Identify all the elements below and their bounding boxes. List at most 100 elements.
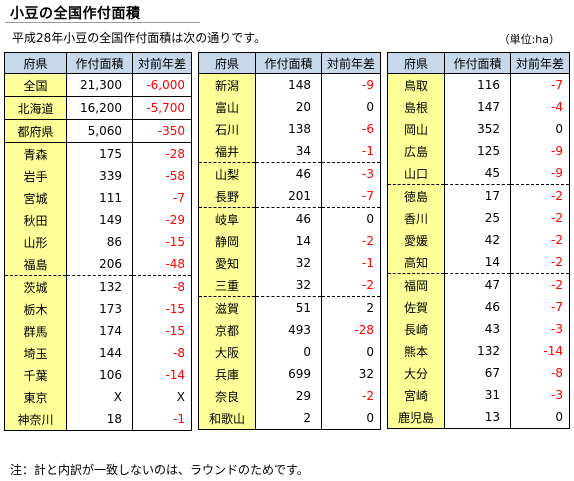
area-cell: 201 (255, 185, 322, 208)
change-cell: -2 (321, 274, 381, 297)
prefecture-cell: 徳島 (387, 184, 445, 207)
table-row: 香川 25 -2 (387, 207, 570, 229)
table-row: 高知 14 -2 (387, 251, 570, 274)
area-cell: 32 (255, 252, 322, 274)
area-cell: 14 (444, 251, 511, 274)
prefecture-cell: 千葉 (4, 364, 67, 386)
prefecture-cell: 兵庫 (198, 363, 256, 385)
table-row: 北海道 16,200 -5,700 (4, 96, 192, 120)
column-header-diff: 対前年差 (510, 52, 570, 74)
prefecture-cell: 都府県 (4, 119, 67, 143)
area-cell: 174 (66, 320, 133, 342)
prefecture-cell: 青森 (4, 142, 67, 165)
table-panel-right: 府県 作付面積 対前年差 鳥取 116 -7 島根 147 -4 岡山 352 0 広島 125 -9… (387, 52, 570, 429)
change-cell: -9 (510, 140, 570, 162)
prefecture-cell: 岩手 (4, 165, 67, 187)
change-cell: -3 (510, 318, 570, 340)
table-row: 熊本 132 -14 (387, 340, 570, 362)
area-cell: 2 (255, 407, 322, 430)
change-cell: -9 (321, 73, 381, 96)
table-row: 福島 206 -48 (4, 253, 192, 276)
prefecture-cell: 山梨 (198, 162, 256, 185)
change-cell: -8 (132, 342, 192, 364)
table-row: 大分 67 -8 (387, 362, 570, 384)
change-cell: -14 (510, 340, 570, 362)
area-cell: 29 (255, 385, 322, 407)
change-cell: -2 (510, 229, 570, 251)
area-cell: 147 (444, 96, 511, 118)
column-header-area: 作付面積 (255, 52, 322, 74)
change-cell: -3 (321, 162, 381, 185)
prefecture-cell: 福井 (198, 140, 256, 163)
area-cell: 352 (444, 118, 511, 140)
table-row: 広島 125 -9 (387, 140, 570, 162)
change-cell: -7 (321, 185, 381, 208)
column-header-diff: 対前年差 (321, 52, 381, 74)
area-cell: 138 (255, 118, 322, 140)
area-cell: 5,060 (66, 119, 133, 143)
table-row: 群馬 174 -15 (4, 320, 192, 342)
table-row: 山梨 46 -3 (198, 162, 381, 185)
change-cell: -29 (132, 209, 192, 231)
change-cell: -14 (132, 364, 192, 386)
change-cell: 0 (510, 406, 570, 429)
column-header-pref: 府県 (198, 52, 256, 74)
prefecture-cell: 埼玉 (4, 342, 67, 364)
table-row: 徳島 17 -2 (387, 184, 570, 207)
area-cell: 125 (444, 140, 511, 162)
area-cell: 144 (66, 342, 133, 364)
area-cell: 106 (66, 364, 133, 386)
table-row: 長野 201 -7 (198, 185, 381, 208)
prefecture-cell: 静岡 (198, 230, 256, 252)
intro-text: 平成28年小豆の全国作付面積は次の通りです。 (12, 31, 267, 45)
table-row: 都府県 5,060 -350 (4, 119, 192, 143)
prefecture-cell: 岡山 (387, 118, 445, 140)
prefecture-cell: 奈良 (198, 385, 256, 407)
table-row: 宮城 111 -7 (4, 187, 192, 209)
prefecture-cell: 京都 (198, 319, 256, 341)
area-cell: 17 (444, 184, 511, 207)
table-row: 秋田 149 -29 (4, 209, 192, 231)
page-title: 小豆の全国作付面積 (10, 6, 141, 22)
prefecture-cell: 愛知 (198, 252, 256, 274)
table-row: 福岡 47 -2 (387, 273, 570, 296)
prefecture-cell: 高知 (387, 251, 445, 274)
change-cell: -15 (132, 231, 192, 253)
table-row: 鹿児島 13 0 (387, 406, 570, 429)
area-cell: 46 (255, 162, 322, 185)
prefecture-cell: 大阪 (198, 341, 256, 363)
change-cell: -28 (132, 142, 192, 165)
area-cell: 32 (255, 274, 322, 297)
change-cell: -7 (132, 187, 192, 209)
change-cell: 0 (321, 341, 381, 363)
area-cell: 42 (444, 229, 511, 251)
table-row: 長崎 43 -3 (387, 318, 570, 340)
change-cell: -28 (321, 319, 381, 341)
change-cell: -2 (510, 184, 570, 207)
prefecture-cell: 滋賀 (198, 296, 256, 319)
area-cell: 111 (66, 187, 133, 209)
table-panel-middle: 府県 作付面積 対前年差 新潟 148 -9 富山 20 0 石川 138 -6 福井 34 -1 山梨… (198, 52, 381, 430)
table-row: 鳥取 116 -7 (387, 73, 570, 96)
table-row: 全国 21,300 -6,000 (4, 73, 192, 97)
area-cell: 493 (255, 319, 322, 341)
table-row: 佐賀 46 -7 (387, 296, 570, 318)
prefecture-cell: 佐賀 (387, 296, 445, 318)
change-cell: 0 (321, 407, 381, 430)
table-row: 静岡 14 -2 (198, 230, 381, 252)
prefecture-cell: 富山 (198, 96, 256, 118)
change-cell: -6,000 (132, 73, 192, 97)
prefecture-cell: 広島 (387, 140, 445, 162)
prefecture-cell: 石川 (198, 118, 256, 140)
prefecture-cell: 長野 (198, 185, 256, 208)
prefecture-cell: 宮城 (4, 187, 67, 209)
change-cell: -15 (132, 320, 192, 342)
prefecture-cell: 山口 (387, 162, 445, 185)
area-cell: 132 (444, 340, 511, 362)
area-cell: 132 (66, 275, 133, 298)
change-cell: -58 (132, 165, 192, 187)
table-row: 栃木 173 -15 (4, 298, 192, 320)
area-cell: 14 (255, 230, 322, 252)
area-cell: 206 (66, 253, 133, 276)
area-cell: 173 (66, 298, 133, 320)
